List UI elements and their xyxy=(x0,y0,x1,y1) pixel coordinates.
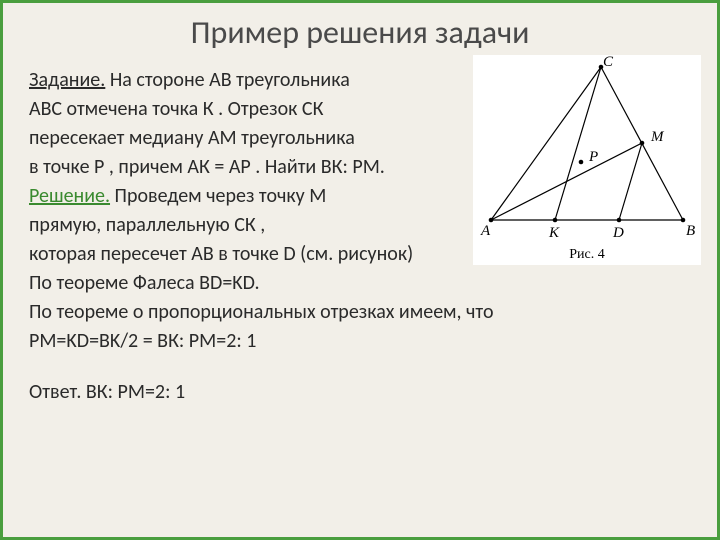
svg-text:M: M xyxy=(650,129,665,145)
line-1: На стороне АВ треугольника xyxy=(105,68,349,92)
line-9: По теореме о пропорциональных отрезках и… xyxy=(29,298,695,327)
svg-text:P: P xyxy=(588,149,598,165)
task-label: Задание. xyxy=(29,68,105,92)
svg-text:K: K xyxy=(548,225,560,241)
svg-text:D: D xyxy=(612,225,624,241)
line-10: PM=KD=BK/2 = ВК: РМ=2: 1 xyxy=(29,327,695,356)
solution-label: Решение. xyxy=(29,184,110,208)
svg-text:Рис. 4: Рис. 4 xyxy=(569,247,605,262)
svg-text:C: C xyxy=(603,55,614,70)
svg-text:A: A xyxy=(480,223,491,239)
page-title: Пример решения задачи xyxy=(3,13,717,52)
geometry-figure: A B C K D M P Рис. 4 xyxy=(473,55,701,265)
answer-line: Ответ. ВК: РМ=2: 1 xyxy=(29,378,695,407)
line-8: По теореме Фалеса BD=KD. xyxy=(29,269,695,298)
svg-text:B: B xyxy=(686,223,695,239)
line-5: Проведем через точку М xyxy=(110,184,326,208)
